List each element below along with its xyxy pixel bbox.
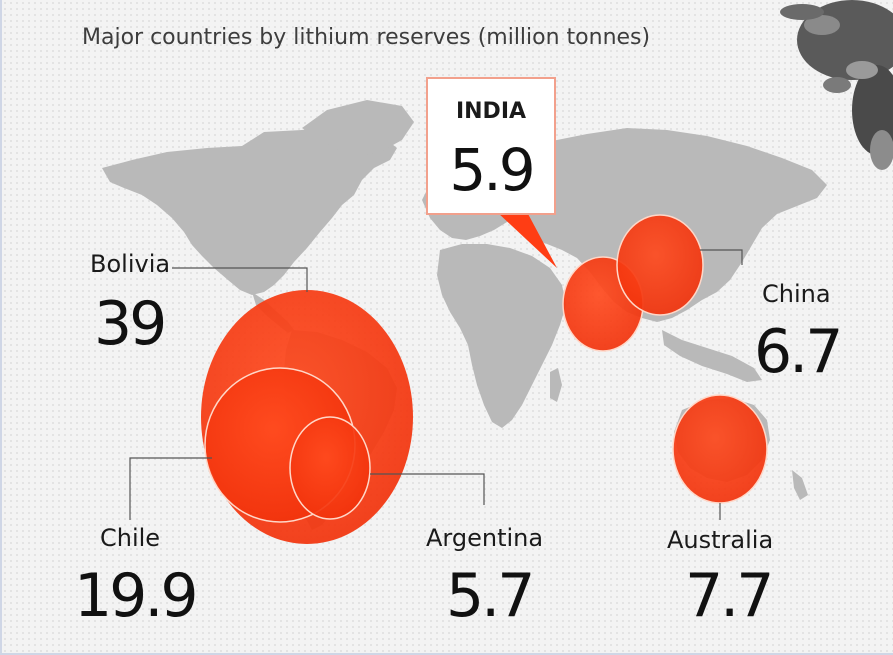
label-value-india: 5.9 [449,136,532,204]
leader-line-argentina [370,473,485,505]
label-value-bolivia: 39 [94,289,164,359]
leader-line-chile [129,457,212,520]
map-north-america [102,125,397,295]
leader-line-bolivia [172,267,308,292]
label-name-india: INDIA [456,99,526,124]
label-name-australia: Australia [667,526,773,554]
label-name-argentina: Argentina [426,524,543,552]
leader-line-china [700,249,743,265]
chart-title: Major countries by lithium reserves (mil… [82,25,650,50]
label-value-argentina: 5.7 [446,561,532,631]
label-value-china: 6.7 [754,317,840,387]
label-name-china: China [762,280,831,308]
map-madagascar [550,368,562,402]
labels-layer: Bolivia 39 Chile 19.9 Argentina 5.7 Australia 7… [74,77,843,631]
label-value-australia: 7.7 [685,561,771,631]
map-new-zealand [792,470,808,500]
label-name-bolivia: Bolivia [90,250,170,278]
bubble-australia [672,394,768,504]
callout-box [426,77,556,215]
map-se-asia [662,330,762,382]
map-africa [437,244,566,428]
bubble-china [616,214,704,316]
leaders-layer [129,249,743,520]
bubble-argentina [289,416,371,520]
callout-pointer [497,212,557,268]
bubbles-layer [201,214,768,544]
map-greenland [302,100,414,156]
callout-india: INDIA 5.9 [426,77,557,268]
label-name-chile: Chile [100,524,160,552]
label-value-chile: 19.9 [74,561,196,631]
lithium-rocks-image [780,0,893,170]
